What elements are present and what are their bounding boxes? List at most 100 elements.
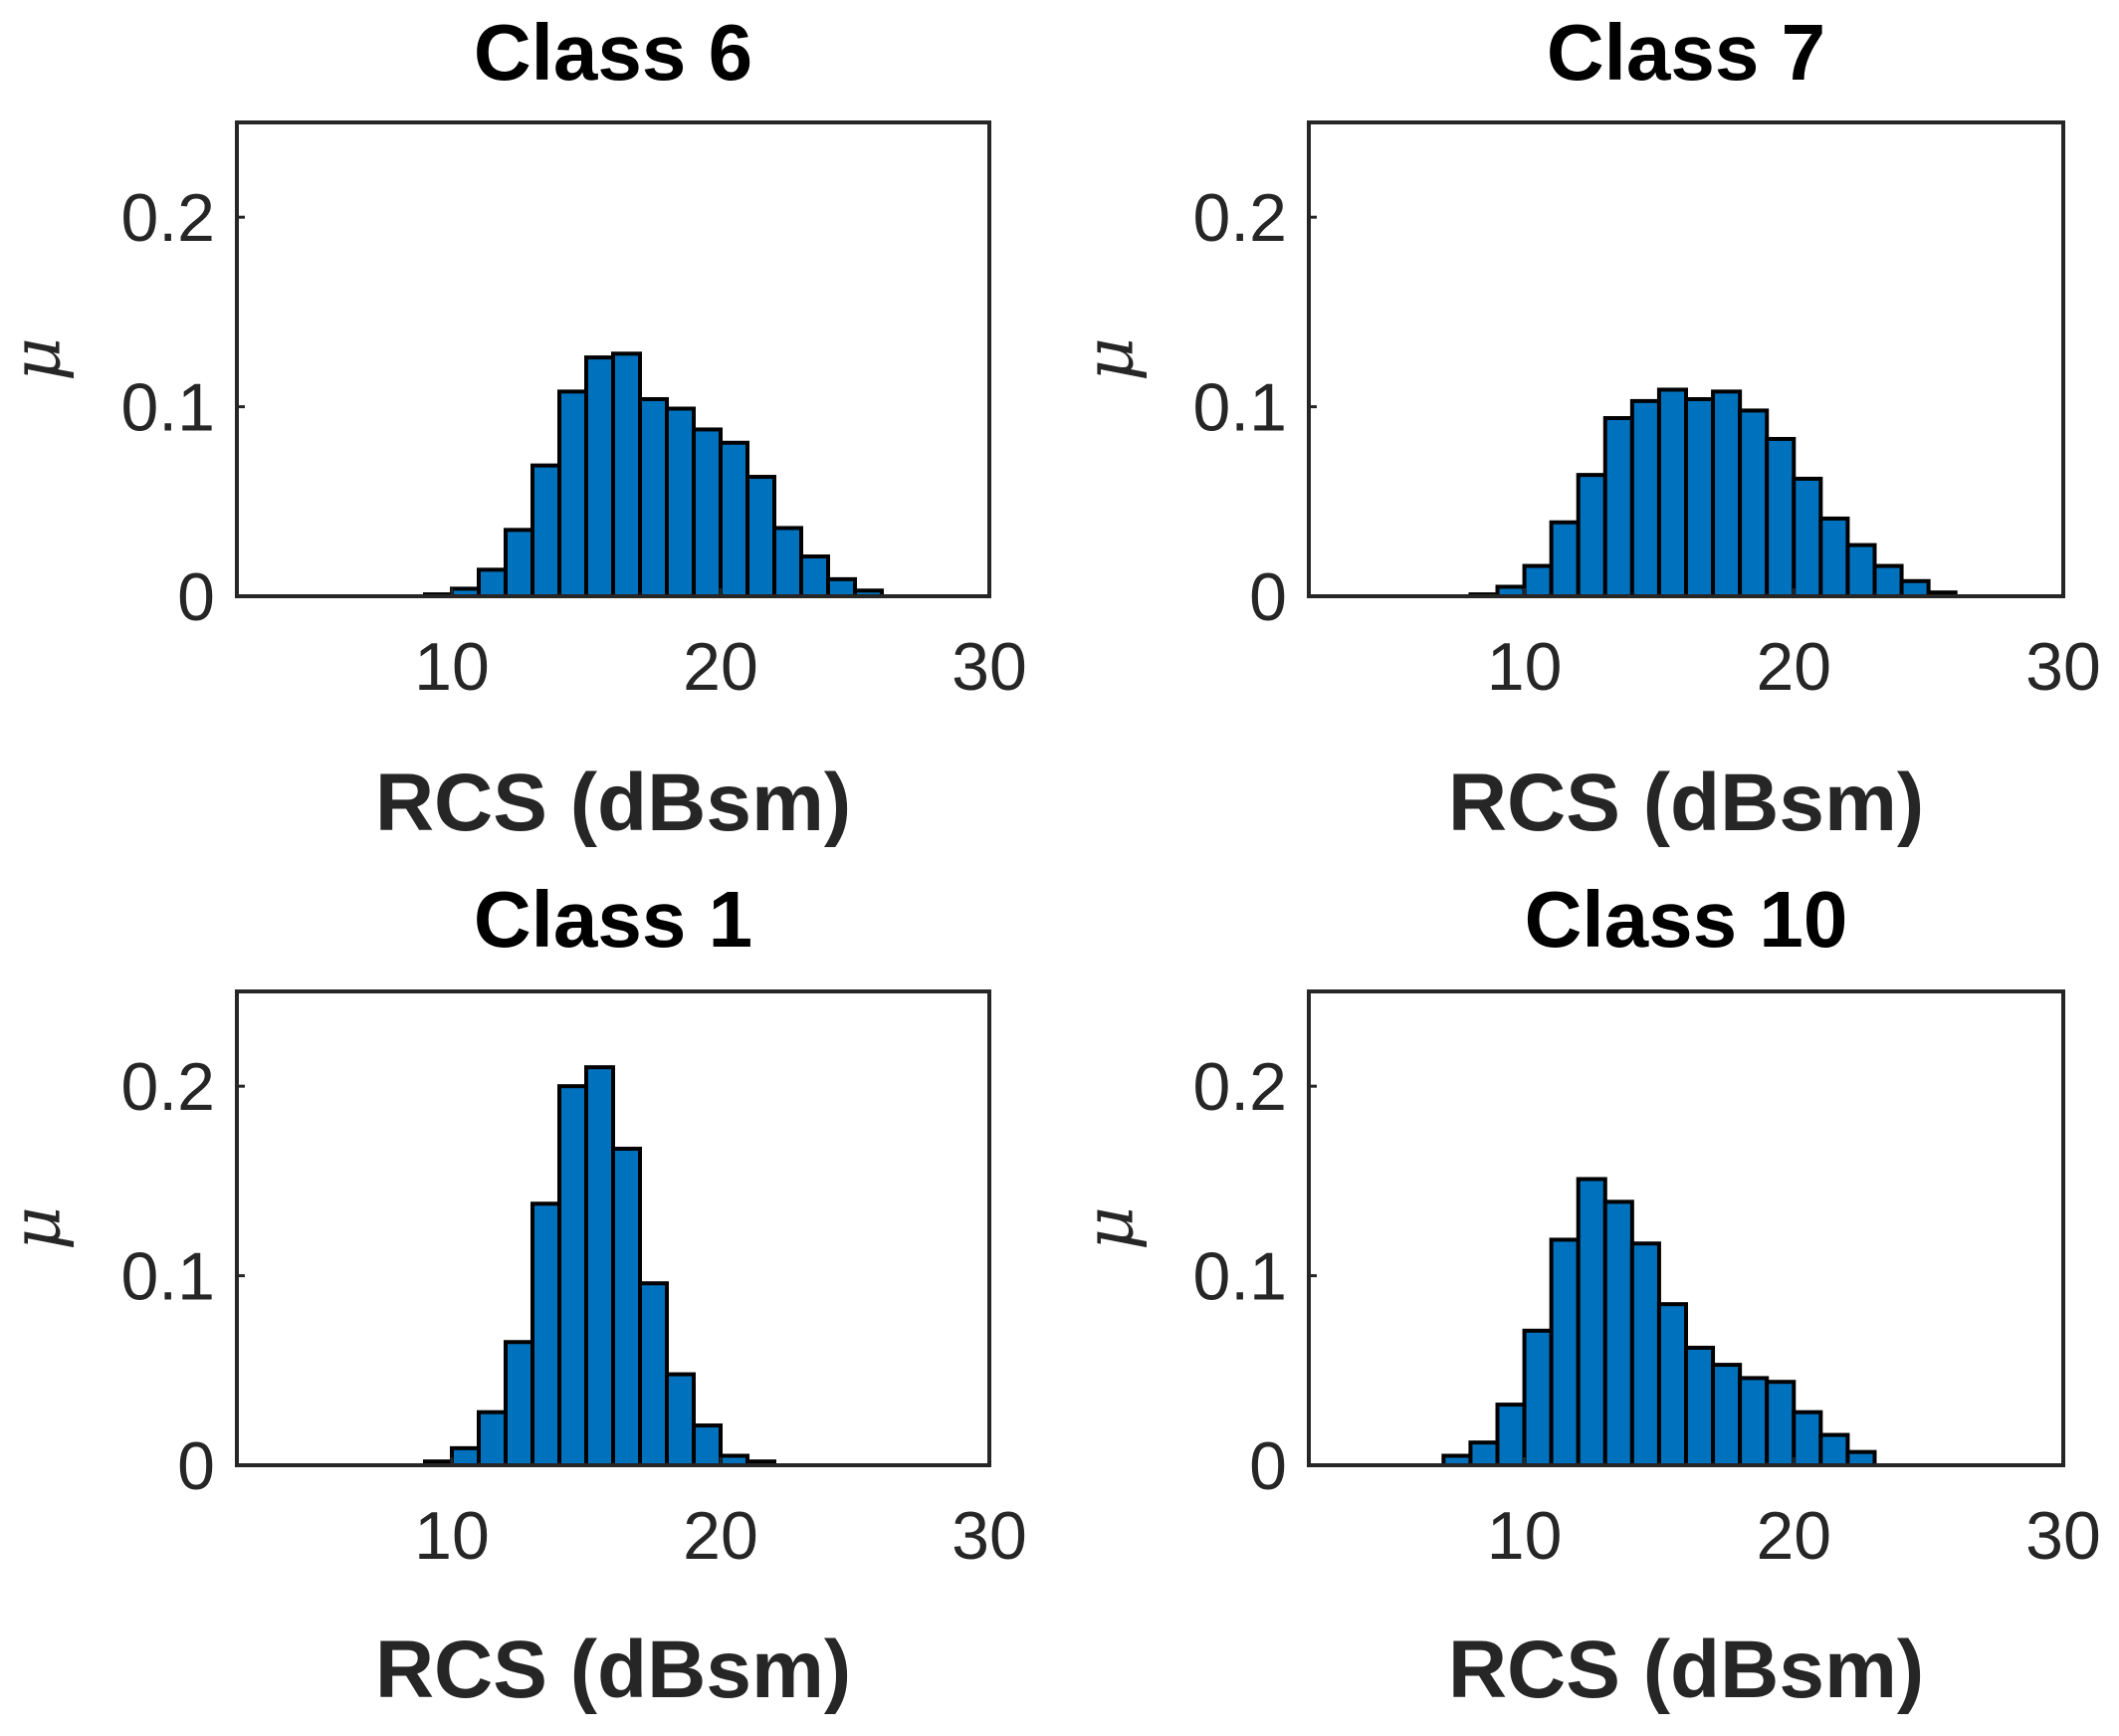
y-tick-label: 0.1 — [120, 370, 215, 446]
histogram-bar — [530, 1201, 561, 1468]
histogram-bar — [477, 1410, 508, 1467]
histogram-bar — [1549, 1237, 1581, 1467]
axes-frame — [235, 989, 991, 1467]
histogram-bar — [772, 526, 803, 598]
histogram-bar — [504, 528, 534, 598]
x-axis-label: RCS (dBsm) — [375, 1625, 851, 1715]
x-tick-label: 30 — [2025, 629, 2101, 705]
y-tick-group: 0 0.1 0.2 — [1192, 180, 1317, 635]
y-tick-label: 0 — [1249, 559, 1287, 635]
x-tick-label: 10 — [414, 1498, 490, 1574]
histogram-bar — [1522, 1328, 1554, 1468]
x-tick-group: 10 20 30 — [1487, 588, 2101, 705]
histogram-bar — [1656, 1302, 1689, 1468]
histogram-bar — [584, 1065, 615, 1468]
x-tick-label: 10 — [1487, 629, 1563, 705]
y-axis-label: μ — [0, 337, 77, 381]
x-tick-group: 10 20 30 — [414, 588, 1027, 705]
x-tick-label: 10 — [414, 629, 490, 705]
panel-class-1: Class 1 μ RCS (dBsm) 10 20 30 0 0.1 0.2 — [0, 875, 1027, 1715]
histogram-bar — [557, 1084, 588, 1467]
histogram-bar — [638, 1281, 669, 1467]
y-tick-label: 0.1 — [1192, 1239, 1287, 1315]
y-axis-label: μ — [0, 1206, 77, 1250]
histogram-bar — [1872, 563, 1904, 599]
x-tick-group: 10 20 30 — [1487, 1457, 2101, 1574]
histogram-bar — [1792, 1410, 1823, 1467]
histogram-bar — [1684, 1345, 1716, 1468]
histogram-bar — [719, 440, 749, 598]
histogram-bar — [530, 463, 561, 598]
histogram-bar — [1602, 416, 1634, 598]
histogram-bar — [1468, 1440, 1500, 1467]
x-tick-label: 10 — [1487, 1498, 1563, 1574]
x-axis-label: RCS (dBsm) — [1448, 1625, 1924, 1715]
histogram-bar — [584, 355, 615, 599]
histogram-bar — [1899, 578, 1931, 599]
x-tick-label: 20 — [683, 1498, 758, 1574]
x-tick-label: 20 — [1756, 629, 1831, 705]
panel-title: Class 1 — [474, 875, 752, 964]
panel-class-7: Class 7 μ RCS (dBsm) 10 20 30 0 0.1 0.2 — [1071, 8, 2101, 848]
histogram-bar — [1711, 1363, 1743, 1468]
histogram-bar — [1522, 563, 1554, 599]
histogram-bar — [1576, 1177, 1607, 1467]
panel-title: Class 10 — [1525, 875, 1848, 964]
histogram-bar — [1738, 1376, 1770, 1468]
y-axis-label: μ — [1071, 337, 1150, 381]
y-tick-group: 0 0.1 0.2 — [120, 180, 245, 635]
x-axis-label: RCS (dBsm) — [375, 758, 851, 848]
axes-frame — [1307, 989, 2065, 1467]
histogram-bar — [504, 1340, 534, 1467]
histogram-bar — [665, 406, 696, 598]
y-tick-label: 0.1 — [1192, 370, 1287, 446]
histogram-bar — [692, 427, 723, 598]
y-tick-group: 0 0.1 0.2 — [120, 1049, 245, 1504]
panel-class-6: Class 6 μ RCS (dBsm) 10 20 30 0 0.1 0.2 — [0, 8, 1027, 848]
histogram-bar — [1738, 408, 1770, 598]
histogram-bar — [745, 475, 776, 599]
x-axis-label: RCS (dBsm) — [1448, 758, 1924, 848]
histogram-bar — [1711, 389, 1743, 599]
y-tick-label: 0.1 — [120, 1239, 215, 1315]
histogram-bar — [1845, 542, 1877, 598]
bar-group — [423, 1065, 776, 1468]
x-tick-label: 20 — [683, 629, 758, 705]
x-tick-label: 30 — [952, 629, 1027, 705]
x-tick-label: 30 — [2025, 1498, 2101, 1574]
histogram-bar — [1495, 1403, 1527, 1468]
bar-group — [1468, 387, 1958, 599]
histogram-bar — [1656, 387, 1689, 598]
histogram-bar — [1818, 516, 1850, 598]
y-tick-group: 0 0.1 0.2 — [1192, 1049, 1317, 1504]
histogram-bar — [1629, 398, 1661, 598]
histogram-bar — [477, 567, 508, 598]
histogram-bar — [1549, 520, 1581, 599]
x-tick-group: 10 20 30 — [414, 1457, 1027, 1574]
histogram-bar — [692, 1423, 723, 1467]
histogram-bar — [450, 1445, 481, 1468]
histogram-bar — [1602, 1199, 1634, 1467]
y-tick-label: 0 — [177, 1428, 215, 1504]
histogram-bar — [1629, 1241, 1661, 1468]
x-tick-label: 20 — [1756, 1498, 1831, 1574]
y-tick-label: 0.2 — [1192, 1049, 1287, 1125]
bar-group — [1441, 1177, 1877, 1468]
histogram-bar — [638, 396, 669, 599]
axes-frame — [235, 120, 991, 598]
histogram-bar — [665, 1372, 696, 1468]
histogram-bar — [799, 554, 830, 598]
y-tick-label: 0 — [1249, 1428, 1287, 1504]
histogram-bar — [611, 351, 642, 598]
y-axis-label: μ — [1071, 1206, 1150, 1250]
histogram-bar — [1576, 473, 1607, 599]
histogram-bar — [826, 576, 857, 599]
axes-frame — [1307, 120, 2065, 598]
panel-class-10: Class 10 μ RCS (dBsm) 10 20 30 0 0.1 0.2 — [1071, 875, 2101, 1715]
y-tick-label: 0.2 — [1192, 180, 1287, 256]
histogram-bar — [557, 389, 588, 599]
panel-title: Class 6 — [474, 8, 752, 97]
histogram-bar — [1792, 476, 1823, 598]
histogram-bar — [611, 1147, 642, 1467]
